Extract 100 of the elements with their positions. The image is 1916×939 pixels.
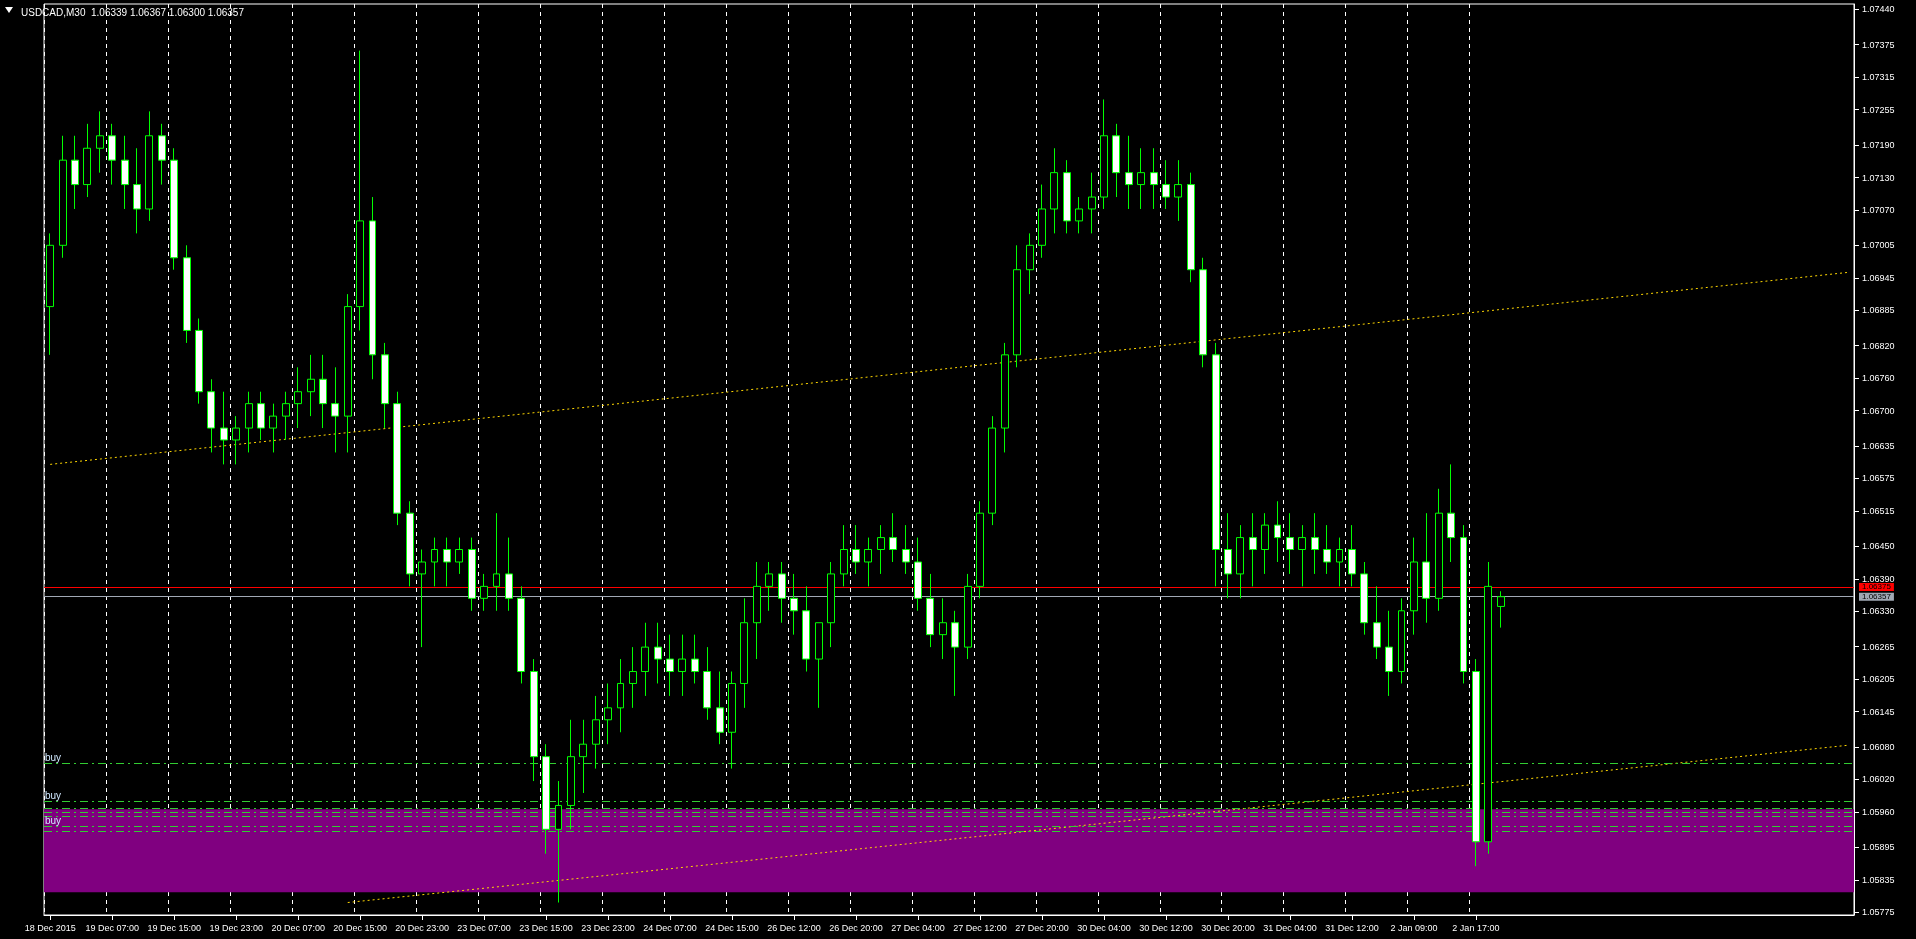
candlestick bbox=[641, 622, 649, 697]
candlestick bbox=[1336, 537, 1343, 587]
y-tick-label: 1.07255 bbox=[1862, 104, 1895, 115]
x-tick-label: 30 Dec 20:00 bbox=[1201, 922, 1255, 933]
candlestick bbox=[567, 719, 575, 830]
y-tick-label: 1.06820 bbox=[1862, 340, 1895, 351]
y-tick-label: 1.07190 bbox=[1862, 139, 1895, 150]
candlestick bbox=[1100, 98, 1108, 210]
candlestick bbox=[1013, 244, 1021, 368]
ref-line-label: 1.06375 bbox=[1862, 582, 1892, 592]
x-tick-label: 2 Jan 09:00 bbox=[1390, 922, 1438, 933]
candlestick bbox=[307, 354, 315, 417]
y-tick-label: 1.06700 bbox=[1862, 405, 1895, 416]
candlestick bbox=[183, 244, 191, 344]
x-tick-label: 30 Dec 04:00 bbox=[1077, 922, 1131, 933]
candlestick bbox=[1385, 610, 1393, 697]
candlestick bbox=[1497, 590, 1505, 629]
candlestick bbox=[1063, 159, 1071, 234]
x-tick-label: 19 Dec 07:00 bbox=[85, 922, 139, 933]
candlestick bbox=[1187, 172, 1195, 283]
candlestick bbox=[245, 391, 253, 453]
x-tick-label: 20 Dec 07:00 bbox=[271, 922, 325, 933]
x-tick-label: 27 Dec 04:00 bbox=[891, 922, 945, 933]
candlestick bbox=[1075, 196, 1083, 234]
candlestick bbox=[1038, 184, 1046, 259]
candlestick bbox=[1125, 135, 1133, 210]
y-tick-label: 1.07070 bbox=[1862, 205, 1895, 216]
candlestick bbox=[1410, 537, 1418, 636]
candlestick bbox=[579, 719, 587, 794]
candlestick bbox=[232, 415, 240, 465]
x-tick-label: 27 Dec 20:00 bbox=[1015, 922, 1069, 933]
candlestick bbox=[802, 585, 810, 673]
candlestick bbox=[889, 512, 897, 563]
x-tick-label: 24 Dec 15:00 bbox=[705, 922, 759, 933]
candlestick bbox=[195, 318, 203, 405]
x-tick-label: 2 Jan 17:00 bbox=[1452, 922, 1500, 933]
candlestick bbox=[1026, 232, 1034, 295]
y-tick-label: 1.07375 bbox=[1862, 39, 1895, 50]
candlestick bbox=[592, 695, 600, 770]
candlestick bbox=[1373, 585, 1381, 660]
candlestick bbox=[517, 585, 525, 684]
y-tick-label: 1.06080 bbox=[1862, 741, 1895, 752]
ref-line-label: buy bbox=[45, 790, 62, 802]
candlestick bbox=[740, 597, 748, 709]
candlestick bbox=[158, 123, 166, 186]
y-tick-label: 1.06450 bbox=[1862, 541, 1895, 552]
x-tick-label: 23 Dec 23:00 bbox=[581, 922, 635, 933]
x-tick-label: 27 Dec 12:00 bbox=[953, 922, 1007, 933]
y-tick-label: 1.05895 bbox=[1862, 842, 1895, 853]
candlestick bbox=[83, 123, 91, 198]
candlestick bbox=[864, 537, 872, 587]
candlestick bbox=[220, 391, 228, 465]
candlestick bbox=[902, 524, 910, 575]
candlestick bbox=[468, 537, 476, 612]
y-tick-label: 1.06205 bbox=[1862, 674, 1895, 685]
x-tick-label: 31 Dec 12:00 bbox=[1325, 922, 1379, 933]
candlestick bbox=[1484, 561, 1492, 855]
candlestick bbox=[1398, 597, 1405, 684]
candlestick bbox=[617, 658, 624, 733]
candlestick bbox=[976, 500, 984, 599]
candlestick bbox=[1323, 524, 1331, 575]
candlestick bbox=[294, 366, 302, 429]
x-tick-label: 23 Dec 15:00 bbox=[519, 922, 573, 933]
candlestick bbox=[1088, 172, 1096, 234]
y-tick-label: 1.05835 bbox=[1862, 874, 1895, 885]
candlestick bbox=[728, 671, 736, 770]
candlestick bbox=[406, 500, 414, 587]
candlestick bbox=[257, 391, 265, 441]
candlestick bbox=[1150, 147, 1158, 210]
candlestick bbox=[121, 135, 129, 210]
y-tick-label: 1.06515 bbox=[1862, 506, 1895, 517]
x-tick-label: 19 Dec 23:00 bbox=[209, 922, 263, 933]
candlestick bbox=[1422, 512, 1430, 624]
candlestick bbox=[1472, 658, 1480, 867]
x-tick-label: 30 Dec 12:00 bbox=[1139, 922, 1193, 933]
candlestick bbox=[443, 537, 451, 587]
y-tick-label: 1.06760 bbox=[1862, 373, 1895, 384]
y-tick-label: 1.06265 bbox=[1862, 641, 1895, 652]
candlestick bbox=[282, 391, 290, 441]
y-tick-label: 1.07005 bbox=[1862, 240, 1895, 251]
candlestick bbox=[988, 415, 996, 526]
candlestick bbox=[1112, 123, 1120, 198]
x-tick-label: 19 Dec 15:00 bbox=[147, 922, 201, 933]
candlestick bbox=[926, 573, 934, 648]
candlestick bbox=[393, 391, 401, 526]
x-tick-label: 26 Dec 20:00 bbox=[829, 922, 883, 933]
y-tick-label: 1.07440 bbox=[1862, 4, 1895, 15]
x-tick-label: 18 Dec 2015 bbox=[24, 922, 76, 933]
y-tick-label: 1.06575 bbox=[1862, 473, 1895, 484]
x-tick-label: 20 Dec 23:00 bbox=[395, 922, 449, 933]
candlestick bbox=[604, 682, 612, 745]
candlestick bbox=[207, 378, 215, 453]
y-tick-label: 1.06635 bbox=[1862, 440, 1895, 451]
y-tick-label: 1.05775 bbox=[1862, 907, 1895, 918]
candlestick bbox=[1261, 512, 1269, 575]
candlestick bbox=[939, 597, 947, 660]
y-tick-label: 1.06885 bbox=[1862, 305, 1895, 316]
candlestick bbox=[96, 110, 104, 174]
y-tick-label: 1.06390 bbox=[1862, 573, 1895, 584]
y-tick-label: 1.05960 bbox=[1862, 806, 1895, 817]
